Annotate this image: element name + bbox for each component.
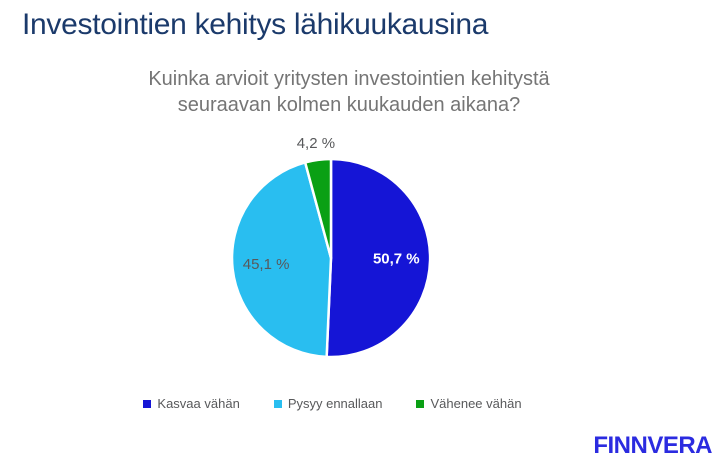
page-title: Investointien kehitys lähikuukausina: [22, 8, 489, 41]
legend-label: Vähenee vähän: [430, 396, 522, 411]
legend-swatch-icon: [273, 399, 282, 408]
pie-slice[interactable]: [303, 157, 333, 260]
legend-swatch-icon: [416, 399, 425, 408]
legend-label: Kasvaa vähän: [157, 396, 240, 411]
legend-item[interactable]: Kasvaa vähän: [143, 396, 240, 411]
finnvera-logo: FINNVERA: [593, 432, 712, 459]
pie-value-label: 45,1 %: [243, 256, 290, 273]
legend-item[interactable]: Pysyy ennallaan: [273, 396, 383, 411]
pie-value-label: 50,7 %: [373, 250, 420, 267]
chart-legend: Kasvaa vähän Pysyy ennallaan Vähenee vähän: [0, 396, 665, 411]
legend-swatch-icon: [143, 399, 152, 408]
chart-title-line-1: Kuinka arvioit yritysten investointien k…: [148, 68, 550, 90]
legend-label: Pysyy ennallaan: [287, 396, 383, 411]
pie-slice[interactable]: [230, 161, 333, 359]
chart-title: Kuinka arvioit yritysten investointien k…: [0, 66, 698, 118]
pie-slice[interactable]: [325, 157, 432, 359]
legend-item[interactable]: Vähenee vähän: [416, 396, 522, 411]
chart-title-line-2: seuraavan kolmen kuukauden aikana?: [177, 94, 521, 116]
pie-value-label: 4,2 %: [297, 135, 335, 152]
